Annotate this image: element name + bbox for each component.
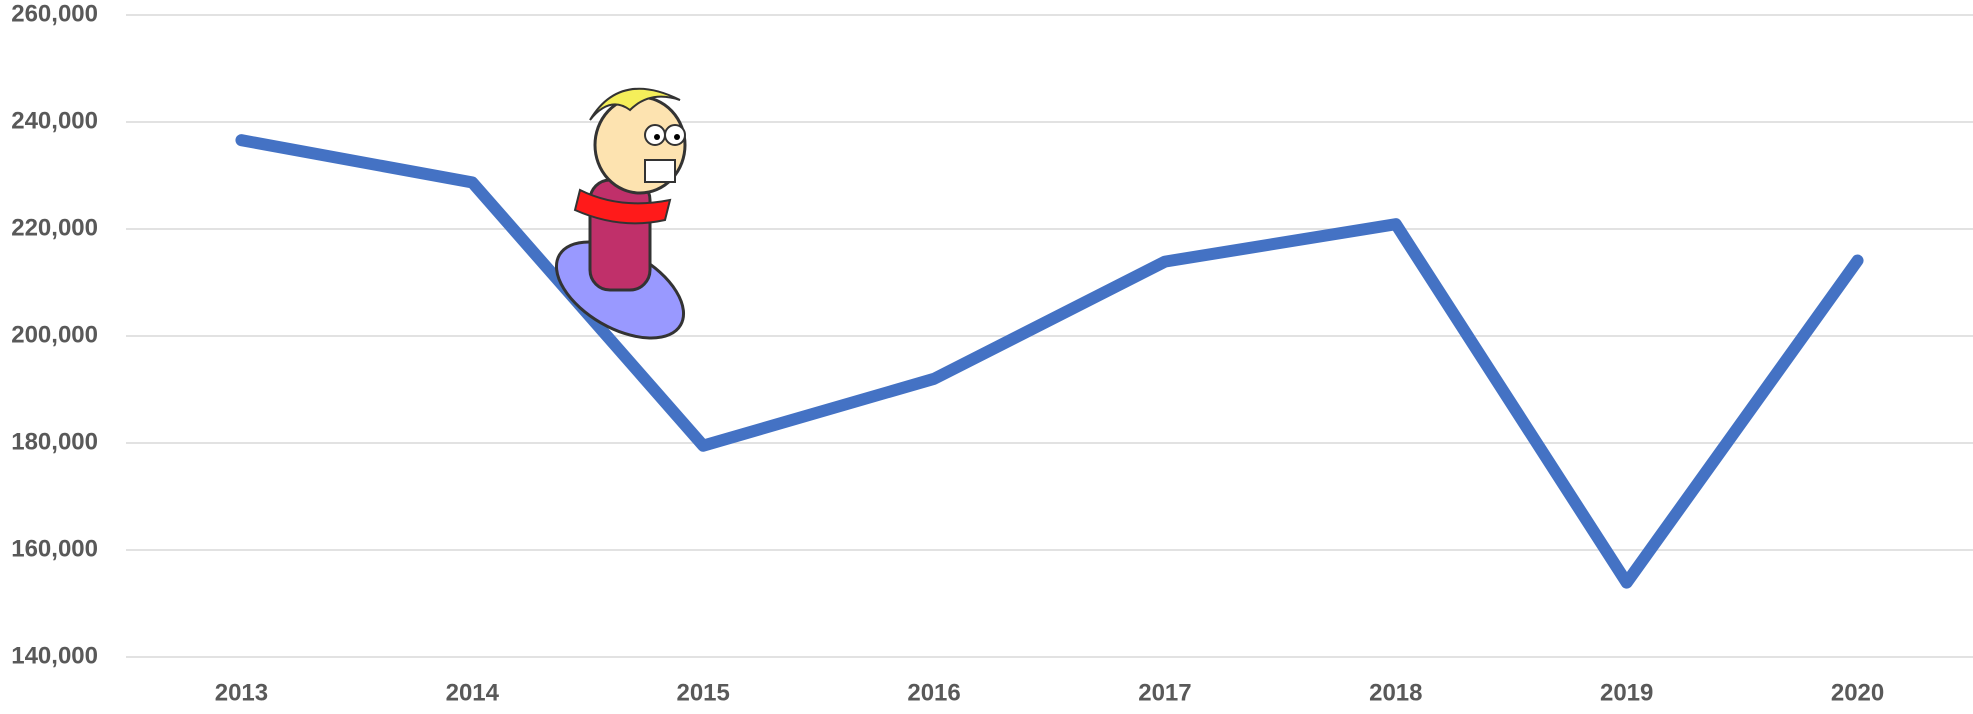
y-tick-label: 140,000 [11,642,98,669]
cartoon-decoration [554,87,687,340]
y-tick-label: 180,000 [11,428,98,455]
y-tick-label: 220,000 [11,214,98,241]
x-tick-label: 2020 [1831,679,1884,706]
x-tick-label: 2013 [215,679,268,706]
y-tick-label: 200,000 [11,321,98,348]
x-tick-label: 2016 [907,679,960,706]
x-tick-label: 2014 [446,679,500,706]
x-tick-label: 2019 [1600,679,1653,706]
x-tick-label: 2017 [1138,679,1191,706]
y-tick-label: 160,000 [11,535,98,562]
y-tick-label: 240,000 [11,107,98,134]
line-series [235,134,1864,589]
x-tick-label: 2015 [676,679,729,706]
x-tick-label: 2018 [1369,679,1422,706]
y-tick-label: 260,000 [11,0,98,27]
